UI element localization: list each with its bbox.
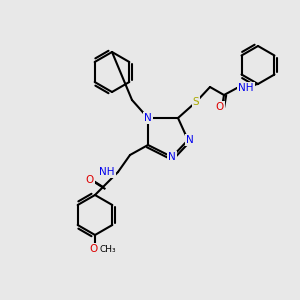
Text: O: O <box>86 175 94 185</box>
Text: O: O <box>216 102 224 112</box>
Text: S: S <box>193 97 199 107</box>
Text: NH: NH <box>238 83 254 93</box>
Text: N: N <box>144 113 152 123</box>
Text: NH: NH <box>100 167 115 177</box>
Text: CH₃: CH₃ <box>100 244 117 253</box>
Text: N: N <box>186 135 194 145</box>
Text: N: N <box>168 152 176 162</box>
Text: O: O <box>89 244 97 254</box>
